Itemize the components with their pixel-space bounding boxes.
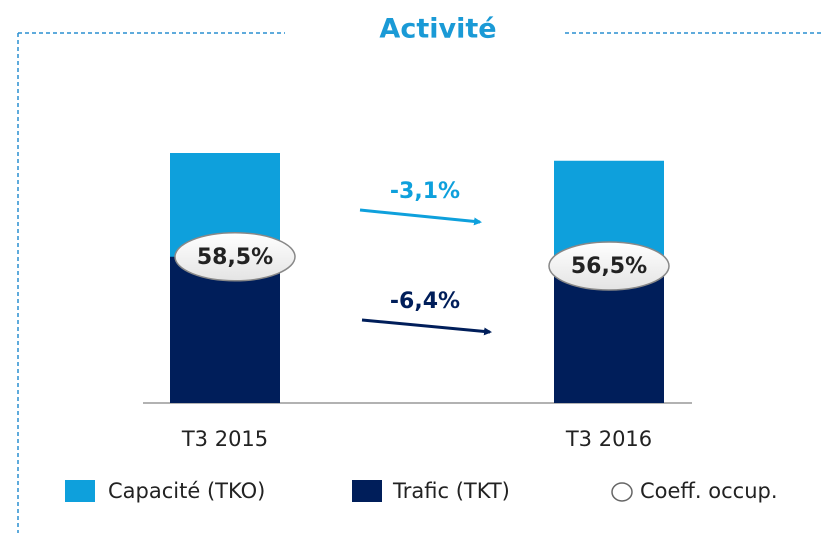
arrow xyxy=(359,208,482,226)
frame xyxy=(17,32,822,533)
legend-swatch xyxy=(352,480,382,502)
legend-label: Trafic (TKT) xyxy=(392,479,510,503)
annotation: -6,4% xyxy=(390,289,460,314)
legend: Capacité (TKO) Trafic (TKT) Coeff. occup… xyxy=(65,479,778,503)
x-tick-label: T3 2016 xyxy=(565,427,652,451)
legend-swatch xyxy=(611,482,633,502)
chart-title: Activité xyxy=(379,14,496,45)
annotation: -3,1% xyxy=(390,179,460,204)
load-factor xyxy=(174,232,296,282)
data-label: 58,5% xyxy=(197,245,273,270)
data-label: 56,5% xyxy=(571,254,647,279)
legend-label: Capacité (TKO) xyxy=(108,479,265,503)
x-tick-label: T3 2015 xyxy=(181,427,268,451)
legend-label: Coeff. occup. xyxy=(640,479,778,503)
arrow xyxy=(361,318,492,336)
legend-swatch xyxy=(65,480,95,502)
load-factor xyxy=(548,241,670,291)
